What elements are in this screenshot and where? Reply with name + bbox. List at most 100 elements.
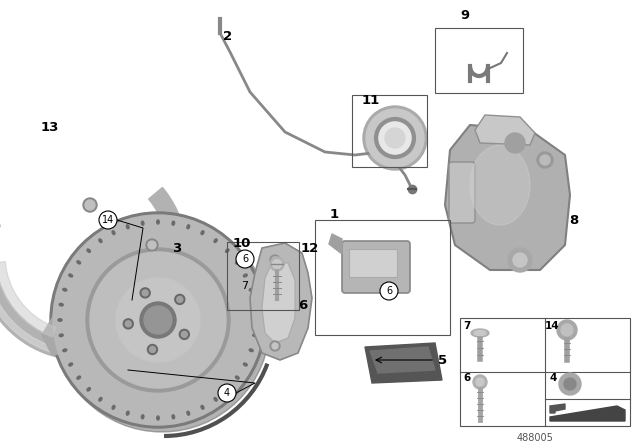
- Ellipse shape: [63, 349, 67, 352]
- Circle shape: [537, 152, 553, 168]
- Ellipse shape: [226, 249, 229, 252]
- Circle shape: [50, 212, 266, 428]
- Circle shape: [270, 255, 280, 265]
- Ellipse shape: [201, 405, 204, 409]
- Bar: [315, 220, 450, 335]
- Ellipse shape: [236, 376, 239, 379]
- Polygon shape: [262, 263, 295, 343]
- Polygon shape: [365, 343, 442, 383]
- Circle shape: [363, 106, 427, 170]
- Ellipse shape: [249, 289, 253, 291]
- Wedge shape: [0, 188, 187, 360]
- Polygon shape: [370, 347, 435, 373]
- Polygon shape: [250, 243, 312, 360]
- Ellipse shape: [77, 261, 81, 264]
- Circle shape: [86, 248, 230, 392]
- Circle shape: [557, 320, 577, 340]
- Ellipse shape: [243, 274, 247, 277]
- Circle shape: [561, 324, 573, 336]
- Circle shape: [218, 384, 236, 402]
- Ellipse shape: [112, 405, 115, 409]
- Ellipse shape: [60, 303, 63, 306]
- Ellipse shape: [172, 415, 175, 419]
- Text: 4: 4: [549, 373, 557, 383]
- Circle shape: [181, 332, 188, 337]
- Bar: [460, 318, 630, 426]
- Circle shape: [270, 257, 284, 271]
- Polygon shape: [329, 234, 342, 254]
- Ellipse shape: [249, 349, 253, 352]
- Wedge shape: [0, 262, 56, 337]
- Circle shape: [270, 341, 280, 351]
- Ellipse shape: [141, 221, 144, 225]
- Circle shape: [138, 304, 150, 316]
- Ellipse shape: [236, 261, 239, 264]
- Polygon shape: [550, 406, 625, 421]
- Text: 13: 13: [41, 121, 59, 134]
- Circle shape: [236, 250, 254, 268]
- Ellipse shape: [214, 397, 217, 401]
- Circle shape: [144, 306, 172, 334]
- Ellipse shape: [172, 221, 175, 225]
- Ellipse shape: [58, 319, 62, 321]
- Circle shape: [476, 378, 484, 386]
- Circle shape: [559, 373, 581, 395]
- Circle shape: [272, 257, 278, 263]
- Text: 10: 10: [233, 237, 251, 250]
- Polygon shape: [475, 115, 535, 145]
- Ellipse shape: [69, 274, 72, 277]
- Circle shape: [385, 128, 405, 148]
- Text: 9: 9: [460, 9, 470, 22]
- Ellipse shape: [157, 416, 159, 420]
- Polygon shape: [445, 125, 570, 270]
- Ellipse shape: [471, 329, 489, 337]
- Circle shape: [90, 252, 226, 388]
- Ellipse shape: [157, 220, 159, 224]
- Bar: [352, 95, 427, 167]
- Bar: [435, 28, 523, 93]
- Ellipse shape: [253, 303, 257, 306]
- Bar: [227, 242, 299, 310]
- Circle shape: [140, 288, 150, 298]
- Ellipse shape: [77, 376, 81, 379]
- Circle shape: [379, 122, 411, 154]
- Circle shape: [146, 239, 158, 251]
- Ellipse shape: [187, 411, 189, 415]
- Ellipse shape: [214, 239, 217, 242]
- Text: 488005: 488005: [516, 433, 554, 443]
- Ellipse shape: [60, 334, 63, 336]
- Circle shape: [505, 133, 525, 153]
- Circle shape: [179, 329, 189, 340]
- Polygon shape: [550, 404, 565, 413]
- Circle shape: [272, 343, 278, 349]
- Ellipse shape: [141, 415, 144, 419]
- FancyBboxPatch shape: [342, 241, 410, 293]
- Circle shape: [142, 290, 148, 296]
- Ellipse shape: [99, 239, 102, 242]
- Circle shape: [83, 198, 97, 212]
- Circle shape: [513, 253, 527, 267]
- Text: 6: 6: [298, 298, 308, 311]
- Wedge shape: [0, 220, 184, 357]
- Circle shape: [175, 294, 185, 304]
- Circle shape: [116, 278, 200, 362]
- Ellipse shape: [112, 231, 115, 235]
- Ellipse shape: [87, 388, 90, 391]
- Circle shape: [53, 215, 263, 425]
- Circle shape: [540, 155, 550, 165]
- Text: 5: 5: [438, 353, 447, 366]
- Circle shape: [380, 282, 398, 300]
- Ellipse shape: [470, 145, 530, 225]
- Bar: [349, 249, 397, 277]
- Circle shape: [140, 302, 176, 338]
- Circle shape: [273, 259, 282, 268]
- Ellipse shape: [63, 289, 67, 291]
- Ellipse shape: [126, 225, 129, 229]
- Circle shape: [148, 241, 156, 249]
- FancyBboxPatch shape: [449, 162, 475, 223]
- Circle shape: [508, 248, 532, 272]
- Circle shape: [124, 319, 133, 329]
- Ellipse shape: [254, 319, 258, 321]
- Ellipse shape: [474, 331, 486, 336]
- Circle shape: [54, 216, 270, 432]
